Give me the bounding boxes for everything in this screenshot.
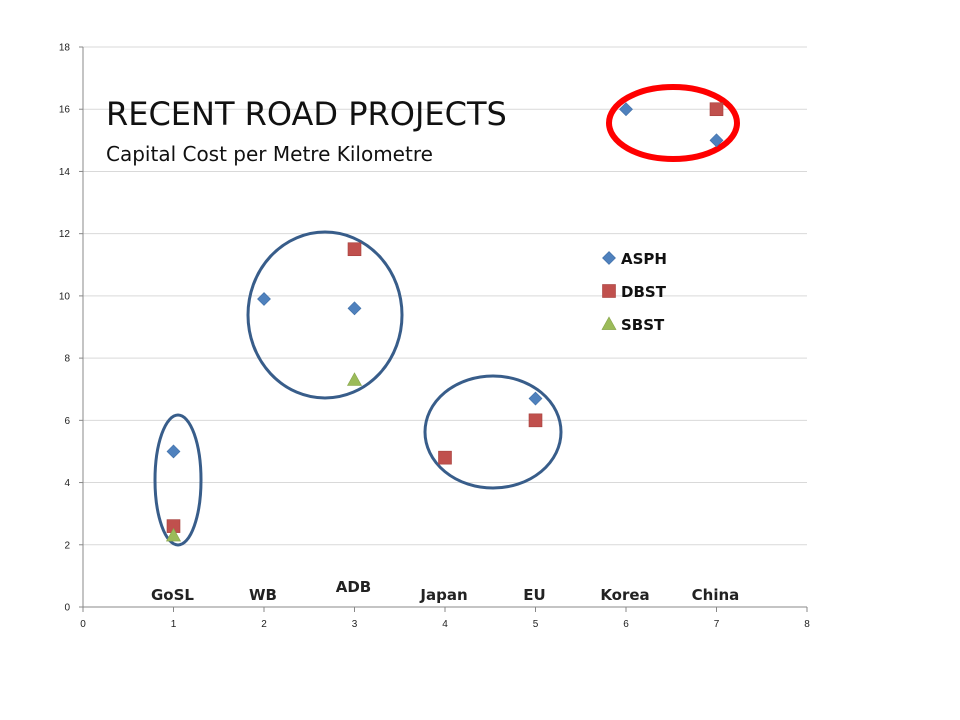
category-label-eu: EU xyxy=(523,586,545,604)
highlight-ellipse-gosl xyxy=(153,413,203,547)
point-asph xyxy=(709,133,724,148)
legend: ASPH DBST SBST xyxy=(601,250,667,334)
y-tick-label: 10 xyxy=(59,291,71,302)
highlight-ellipse-korea-china xyxy=(606,84,740,162)
y-tick-label: 2 xyxy=(64,540,70,551)
point-asph xyxy=(619,102,633,117)
legend-label-sbst: SBST xyxy=(621,316,665,334)
point-asph xyxy=(257,292,271,306)
point-dbst xyxy=(347,242,362,257)
x-tick-label: 7 xyxy=(714,619,720,630)
y-tick-label: 0 xyxy=(64,603,70,614)
y-tick-label: 4 xyxy=(64,478,70,489)
point-asph xyxy=(166,444,181,459)
x-tick-label: 6 xyxy=(623,619,629,630)
point-dbst xyxy=(528,413,543,428)
legend-label-asph: ASPH xyxy=(621,250,667,268)
category-label-korea: Korea xyxy=(600,586,649,604)
point-sbst xyxy=(165,527,182,542)
chart-title: RECENT ROAD PROJECTS xyxy=(106,95,507,133)
x-tick-label: 0 xyxy=(80,619,86,630)
point-asph xyxy=(347,301,362,316)
highlight-ellipse-japan-eu xyxy=(423,374,563,490)
highlight-ellipse-wb-adb xyxy=(246,230,404,400)
legend-marker-asph xyxy=(602,251,616,265)
x-tick-label: 3 xyxy=(352,619,358,630)
category-label-adb: ADB xyxy=(336,578,372,596)
category-label-japan: Japan xyxy=(419,586,467,604)
x-tick-label: 1 xyxy=(171,619,177,630)
point-dbst xyxy=(438,450,452,465)
grid-lines xyxy=(83,46,807,546)
y-tick-label: 14 xyxy=(59,167,71,178)
legend-marker-sbst xyxy=(601,316,617,330)
point-asph xyxy=(528,391,543,406)
point-sbst xyxy=(346,372,363,386)
y-tick-label: 16 xyxy=(59,105,71,116)
legend-marker-dbst xyxy=(602,284,616,298)
y-tick-label: 18 xyxy=(59,43,71,54)
x-tick-label: 2 xyxy=(261,619,267,630)
y-tick-label: 12 xyxy=(59,229,71,240)
legend-label-dbst: DBST xyxy=(621,283,667,301)
y-tick-label: 8 xyxy=(64,354,70,365)
category-label-wb: WB xyxy=(249,586,277,604)
x-tick-label: 5 xyxy=(533,619,539,630)
highlight-ellipses xyxy=(153,84,740,547)
x-tick-label: 4 xyxy=(442,619,448,630)
category-label-gosl: GoSL xyxy=(151,586,194,604)
category-labels: GoSL WB ADB Japan EU Korea China xyxy=(151,578,739,604)
data-points xyxy=(165,102,724,542)
category-label-china: China xyxy=(692,586,740,604)
x-tick-label: 8 xyxy=(804,619,810,630)
point-dbst xyxy=(709,102,724,117)
chart-subtitle: Capital Cost per Metre Kilometre xyxy=(106,142,433,166)
y-tick-label: 6 xyxy=(64,416,70,427)
